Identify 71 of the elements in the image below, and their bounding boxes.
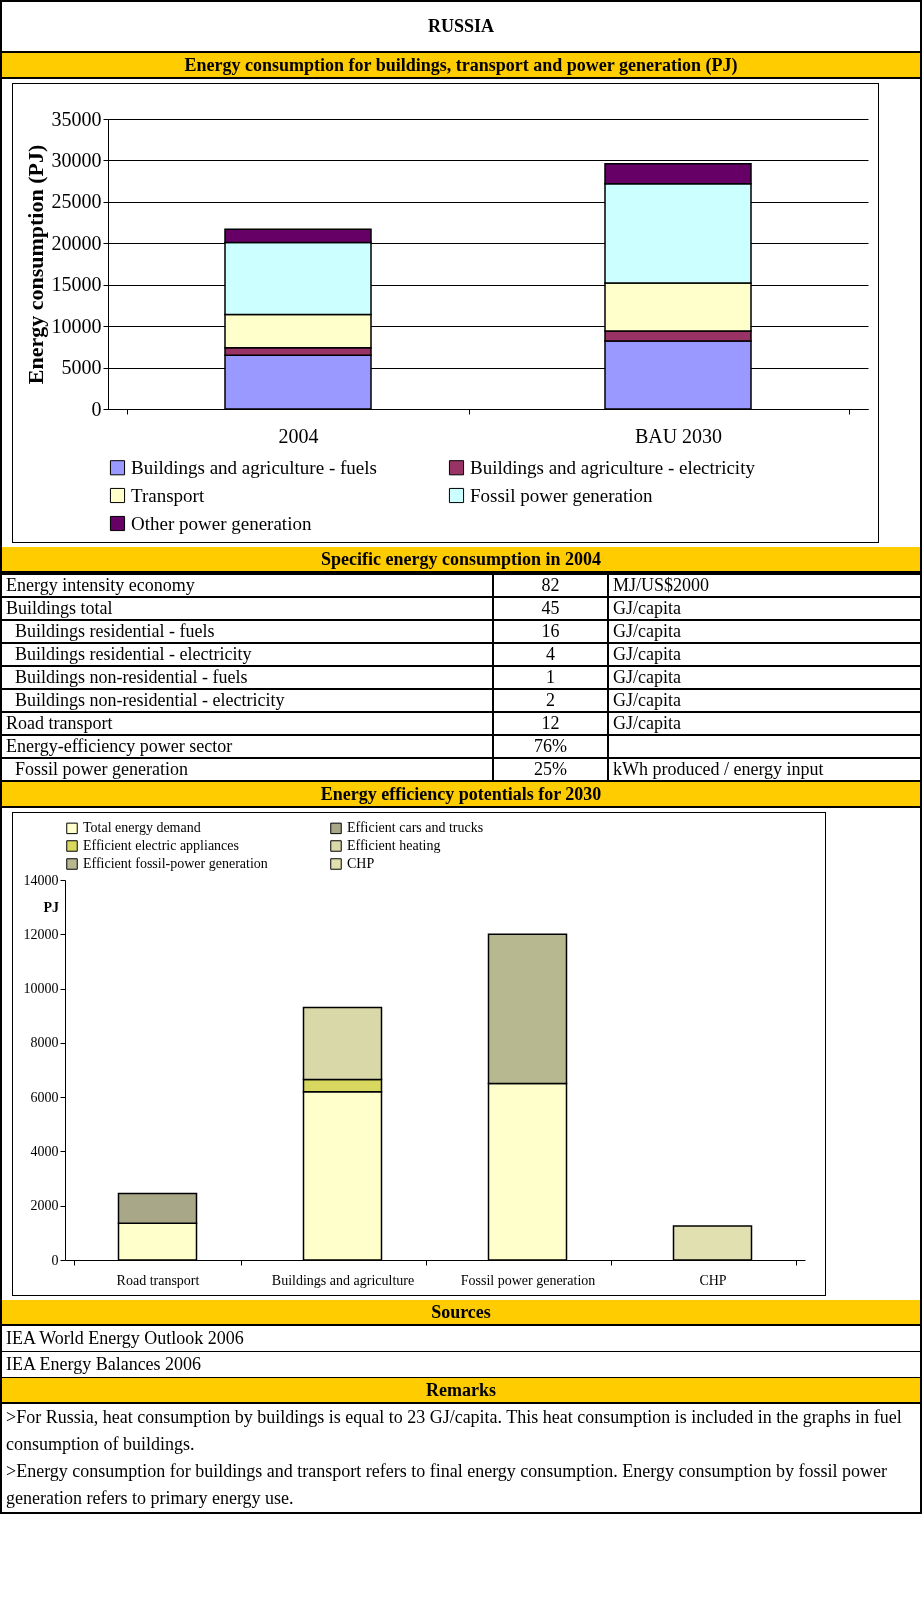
legend-label: Efficient fossil-power generation: [83, 856, 268, 871]
y-axis-title: Energy consumption (PJ): [22, 144, 48, 385]
y-tick-label: 10000: [23, 981, 59, 997]
text: Buildings total: [2, 597, 493, 620]
y-tick-label: 2000: [30, 1198, 59, 1214]
y-axis-title: PJ: [43, 899, 60, 915]
text: kWh produced / energy input: [608, 758, 920, 781]
y-tick-label: 5000: [61, 356, 102, 379]
text: 12: [493, 712, 608, 735]
text: Energy-efficiency power sector: [2, 735, 493, 758]
chart-title: RUSSIA: [2, 2, 920, 53]
y-tick-label: 25000: [51, 190, 102, 213]
text: Buildings residential - fuels: [2, 620, 493, 643]
y-tick-label: 15000: [51, 273, 102, 296]
text: Buildings non-residential - fuels: [2, 666, 493, 689]
y-tick-label: 35000: [51, 107, 102, 130]
legend-label: Buildings and agriculture - electricity: [470, 456, 756, 478]
text: 4: [493, 643, 608, 666]
text: GJ/capita: [608, 597, 920, 620]
legend-label: Fossil power generation: [470, 484, 654, 506]
legend-label: Buildings and agriculture - fuels: [131, 456, 377, 478]
x-tick-label: Road transport: [116, 1272, 200, 1288]
text: IEA Energy Balances 2006: [2, 1352, 920, 1378]
x-tick-label: Fossil power generation: [460, 1272, 596, 1288]
text: 2: [493, 689, 608, 712]
text: >For Russia, heat consumption by buildings is equal to 23 GJ/capita. This heat consumption is included in the graphs in fuel consumption of buildings.: [5, 1406, 903, 1456]
y-tick-label: 14000: [23, 872, 59, 888]
text: Specific energy consumption in 2004: [2, 547, 920, 573]
text: GJ/capita: [608, 643, 920, 666]
text: Road transport: [2, 712, 493, 735]
text: MJ/US$2000: [608, 574, 920, 597]
text: 1: [493, 666, 608, 689]
x-tick-label: Buildings and agriculture: [271, 1272, 415, 1288]
y-tick-label: 10000: [51, 314, 102, 337]
text: Sources: [2, 1300, 920, 1326]
chart-title: Energy efficiency potentials for 2030: [2, 782, 920, 808]
text: Fossil power generation: [2, 758, 493, 781]
text: >Energy consumption for buildings and transport refers to final energy consumption. Energy consumption by fossil power generation refers to primary energy use.: [5, 1460, 888, 1510]
x-tick-label: 2004: [278, 424, 319, 447]
text: 76%: [493, 735, 608, 758]
legend-label: Efficient cars and trucks: [347, 820, 484, 836]
text: 45: [493, 597, 608, 620]
legend-label: CHP: [347, 856, 375, 871]
x-tick-label: BAU 2030: [634, 424, 723, 447]
y-tick-label: 0: [91, 397, 102, 420]
legend-label: Total energy demand: [83, 820, 201, 836]
y-tick-label: 30000: [51, 148, 102, 171]
text: 25%: [493, 758, 608, 781]
text: 16: [493, 620, 608, 643]
y-tick-label: 4000: [30, 1143, 59, 1159]
text: Remarks: [2, 1378, 920, 1404]
legend-label: Efficient heating: [347, 838, 441, 853]
x-tick-label: CHP: [699, 1272, 727, 1288]
y-tick-label: 20000: [51, 231, 102, 254]
text: IEA World Energy Outlook 2006: [2, 1326, 920, 1352]
text: Buildings residential - electricity: [2, 643, 493, 666]
text: GJ/capita: [608, 689, 920, 712]
y-tick-label: 8000: [30, 1035, 59, 1051]
text: GJ/capita: [608, 620, 920, 643]
y-tick-label: 6000: [30, 1089, 59, 1105]
legend-label: Efficient electric appliances: [83, 838, 239, 853]
text: GJ/capita: [608, 666, 920, 689]
text: 82: [493, 574, 608, 597]
chart-subtitle: Energy consumption for buildings, transport and power generation (PJ): [2, 53, 920, 79]
legend-label: Transport: [131, 484, 205, 506]
text: Buildings non-residential - electricity: [2, 689, 493, 712]
y-tick-label: 0: [51, 1252, 59, 1268]
text: GJ/capita: [608, 712, 920, 735]
text: Energy intensity economy: [2, 574, 493, 597]
legend-label: Other power generation: [131, 512, 312, 534]
y-tick-label: 12000: [23, 926, 59, 942]
